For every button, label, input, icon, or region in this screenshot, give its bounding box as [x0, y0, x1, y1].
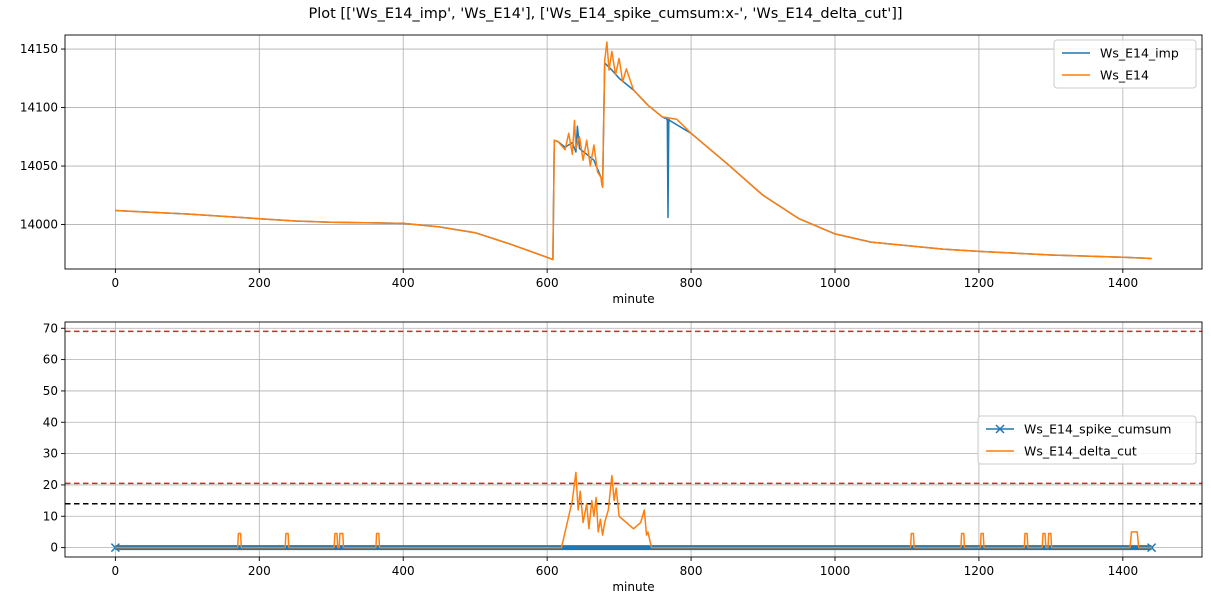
legend-1: Ws_E14_imp Ws_E14	[1053, 39, 1197, 89]
series-Ws_E14	[115, 41, 1152, 261]
legend-box	[977, 415, 1197, 465]
x-tick-label: 400	[392, 276, 415, 290]
legend-box	[1053, 39, 1197, 89]
x-axis-label: minute	[612, 292, 654, 306]
series-Ws_E14_delta_cut	[115, 471, 1152, 549]
legend-marker-Ws_E14_spike_cumsum	[995, 424, 1005, 434]
series-marker-Ws_E14_spike_cumsum-1	[1147, 543, 1157, 553]
x-axis-label: minute	[612, 580, 654, 594]
y-tick-label: 10	[43, 509, 58, 523]
legend-2: Ws_E14_spike_cumsum Ws_E14_delta_cut	[977, 415, 1197, 465]
x-tick-label: 0	[112, 564, 120, 578]
x-tick-label: 1000	[820, 564, 851, 578]
y-tick-label: 40	[43, 415, 58, 429]
x-tick-label: 800	[680, 564, 703, 578]
legend-label-Ws_E14: Ws_E14	[1100, 68, 1149, 83]
x-tick-label: 1000	[820, 276, 851, 290]
y-tick-label: 60	[43, 353, 58, 367]
y-tick-label: 14050	[20, 159, 58, 173]
series-line-Ws_E14_imp	[115, 62, 1152, 261]
subplot-2: 0 200 400 600 800 1000 1200 1400 0 10 20 30 40 50 60 70…	[43, 321, 1203, 594]
x-tick-label: 800	[680, 276, 703, 290]
series-Ws_E14_imp	[115, 62, 1152, 261]
y-tick-label: 30	[43, 447, 58, 461]
axes-frame	[64, 321, 1203, 558]
subplot-1: 0 200 400 600 800 1000 1200 1400 14000 14050 14100…	[20, 34, 1203, 306]
x-tick-label: 400	[392, 564, 415, 578]
y-tick-label: 0	[50, 541, 58, 555]
x-tick-label: 1200	[964, 564, 995, 578]
legend-label-Ws_E14_delta_cut: Ws_E14_delta_cut	[1024, 444, 1137, 459]
legend-label-Ws_E14_spike_cumsum: Ws_E14_spike_cumsum	[1024, 422, 1171, 437]
y-tick-label: 20	[43, 478, 58, 492]
y-tick-label: 50	[43, 384, 58, 398]
x-tick-label: 600	[536, 564, 559, 578]
y-tick-label: 70	[43, 321, 58, 335]
legend-label-Ws_E14_imp: Ws_E14_imp	[1100, 46, 1179, 61]
x-tick-label: 200	[248, 276, 271, 290]
x-tick-label: 1400	[1108, 564, 1139, 578]
x-tick-label: 1400	[1108, 276, 1139, 290]
x-tick-label: 600	[536, 276, 559, 290]
series-line-Ws_E14_delta_cut	[115, 471, 1152, 549]
axes-frame	[64, 34, 1203, 270]
y-tick-label: 14100	[20, 101, 58, 115]
series-line-Ws_E14	[115, 41, 1152, 261]
x-tick-label: 0	[112, 276, 120, 290]
series-marker-Ws_E14_spike_cumsum-0	[110, 543, 120, 553]
x-tick-label: 1200	[964, 276, 995, 290]
y-tick-label: 14150	[20, 42, 58, 56]
figure-title: Plot [['Ws_E14_imp', 'Ws_E14'], ['Ws_E14…	[308, 6, 903, 22]
y-tick-label: 14000	[20, 218, 58, 232]
x-tick-label: 200	[248, 564, 271, 578]
